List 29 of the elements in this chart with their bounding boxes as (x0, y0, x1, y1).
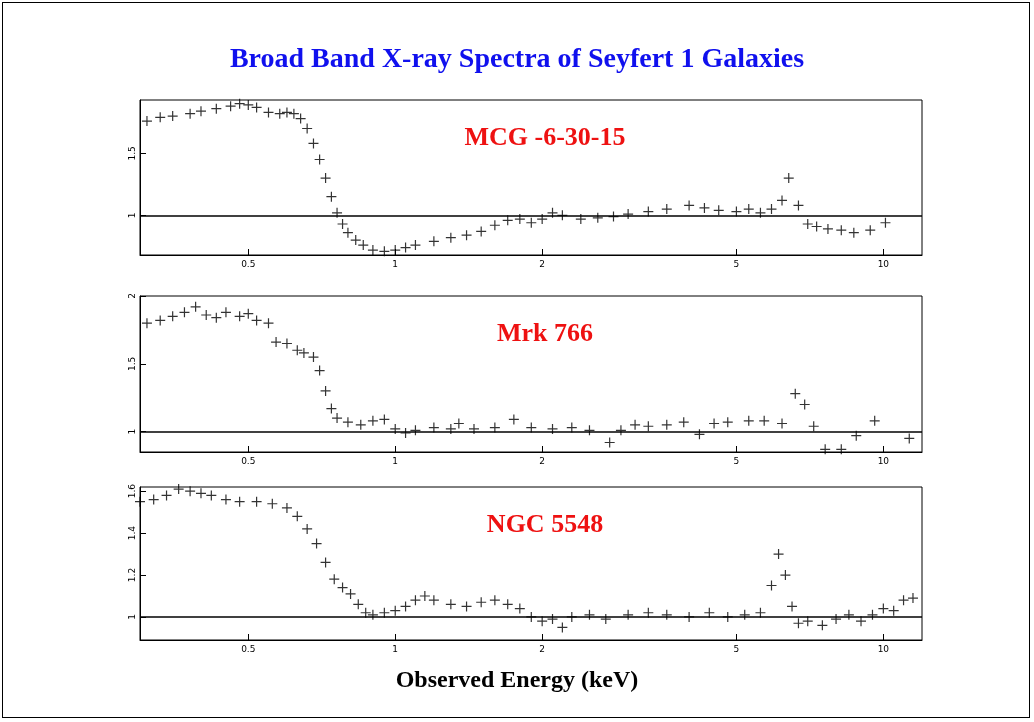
x-tick-label: 1 (392, 455, 399, 466)
annotation: Mrk 766 (496, 317, 594, 347)
x-tick-label: 5 (733, 258, 740, 269)
y-tick-label: 1.2 (126, 567, 137, 583)
y-tick-label: 1 (126, 614, 137, 620)
x-tick-label: 2 (539, 643, 546, 654)
x-tick-label: 2 (539, 258, 546, 269)
y-tick-label: 1 (126, 428, 137, 435)
chart-title: Broad Band X-ray Spectra of Seyfert 1 Galaxies (228, 42, 806, 74)
y-tick-label: 1.5 (126, 146, 137, 161)
x-tick-label: 2 (539, 455, 546, 466)
x-tick-label: 5 (733, 455, 740, 466)
x-tick-label: 1 (392, 258, 399, 269)
x-tick-label: 0.5 (241, 643, 256, 654)
x-tick-label: 5 (733, 643, 740, 654)
x-tick-label: 0.5 (241, 455, 256, 466)
x-tick-label: 10 (877, 455, 890, 466)
x-tick-label: 0.5 (241, 258, 256, 269)
y-tick-label: 1.4 (126, 525, 137, 541)
x-tick-label: 1 (392, 643, 399, 654)
annotation: NGC 5548 (486, 508, 604, 538)
x-tick-label: 10 (877, 643, 890, 654)
y-tick-label: 1.6 (126, 483, 137, 499)
x-tick-label: 10 (877, 258, 890, 269)
y-tick-label: 1.5 (126, 356, 137, 371)
y-tick-label: 1 (126, 212, 137, 219)
annotation: MCG -6-30-15 (464, 121, 626, 151)
x-axis-title: Observed Energy (keV) (394, 666, 640, 693)
y-tick-label: 2 (126, 293, 137, 299)
